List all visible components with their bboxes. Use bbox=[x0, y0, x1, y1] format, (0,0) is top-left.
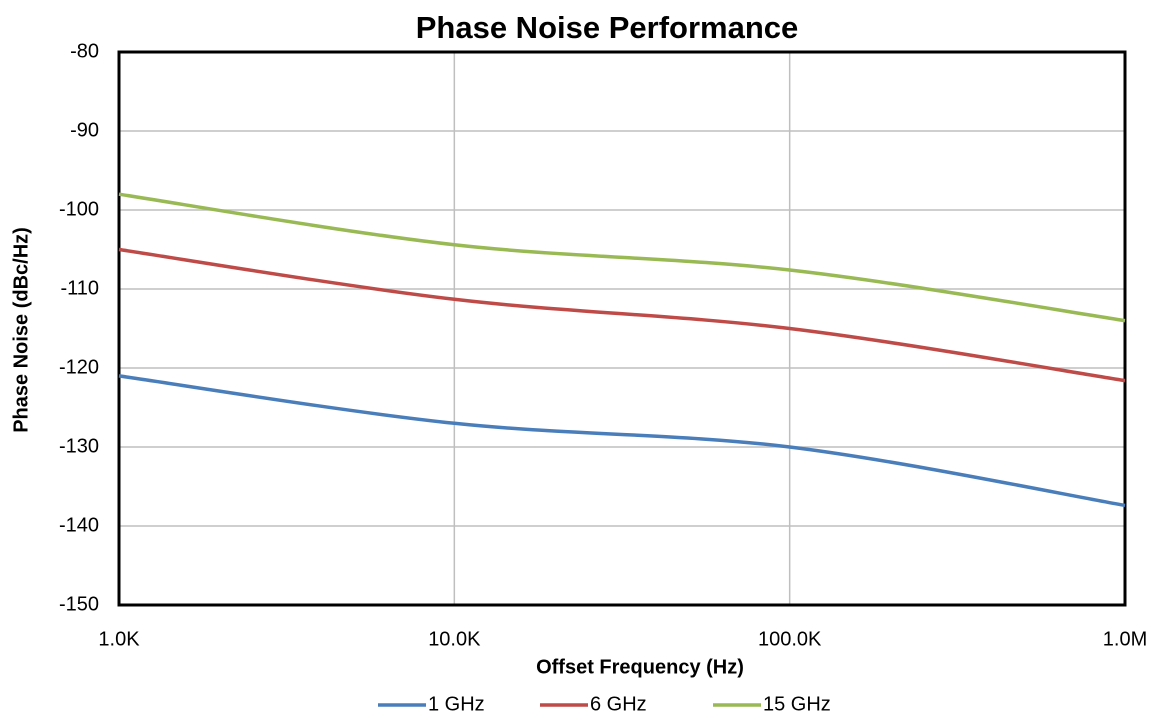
y-tick-label: -130 bbox=[59, 435, 99, 457]
x-tick-label: 1.0M bbox=[1103, 628, 1147, 650]
legend-label: 1 GHz bbox=[428, 693, 485, 715]
line-series bbox=[118, 247, 1126, 383]
y-tick-label: -150 bbox=[59, 593, 99, 615]
line-series bbox=[118, 374, 1126, 508]
y-tick-label: -90 bbox=[70, 119, 99, 141]
y-axis-title: Phase Noise (dBc/Hz) bbox=[10, 227, 32, 433]
legend-label: 6 GHz bbox=[590, 693, 647, 715]
y-tick-label: -110 bbox=[60, 277, 99, 299]
x-tick-label: 10.0K bbox=[428, 628, 481, 650]
plot-frame bbox=[117, 50, 1127, 607]
y-tick-label: -140 bbox=[59, 514, 99, 536]
y-tick-label: -80 bbox=[70, 40, 99, 62]
y-tick-label: -100 bbox=[59, 198, 99, 220]
x-axis-title: Offset Frequency (Hz) bbox=[536, 656, 744, 678]
legend-label: 15 GHz bbox=[763, 693, 831, 715]
line-series bbox=[118, 192, 1126, 323]
x-tick-label: 1.0K bbox=[98, 628, 140, 650]
y-tick-label: -120 bbox=[59, 356, 99, 378]
chart-title: Phase Noise Performance bbox=[416, 10, 799, 45]
x-tick-label: 100.0K bbox=[758, 628, 822, 650]
